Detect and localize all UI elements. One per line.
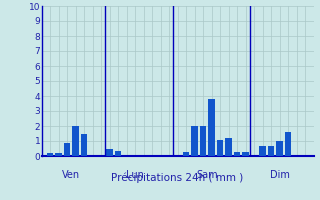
Bar [55,153,62,156]
Bar [217,140,223,156]
Bar [72,126,79,156]
Bar [276,141,283,156]
Text: Lun: Lun [126,170,144,180]
Bar [225,138,232,156]
Bar [285,132,291,156]
Text: Dim: Dim [270,170,290,180]
Bar [200,126,206,156]
Bar [64,142,70,156]
Bar [268,146,274,156]
Bar [47,153,53,156]
Bar [243,152,249,156]
Text: Sam: Sam [196,170,218,180]
Bar [115,151,121,156]
Text: Ven: Ven [62,170,80,180]
Bar [208,99,215,156]
Bar [234,152,240,156]
Bar [183,152,189,156]
Bar [260,146,266,156]
Bar [81,134,87,156]
Bar [107,148,113,156]
X-axis label: Précipitations 24h ( mm ): Précipitations 24h ( mm ) [111,173,244,183]
Bar [191,126,198,156]
